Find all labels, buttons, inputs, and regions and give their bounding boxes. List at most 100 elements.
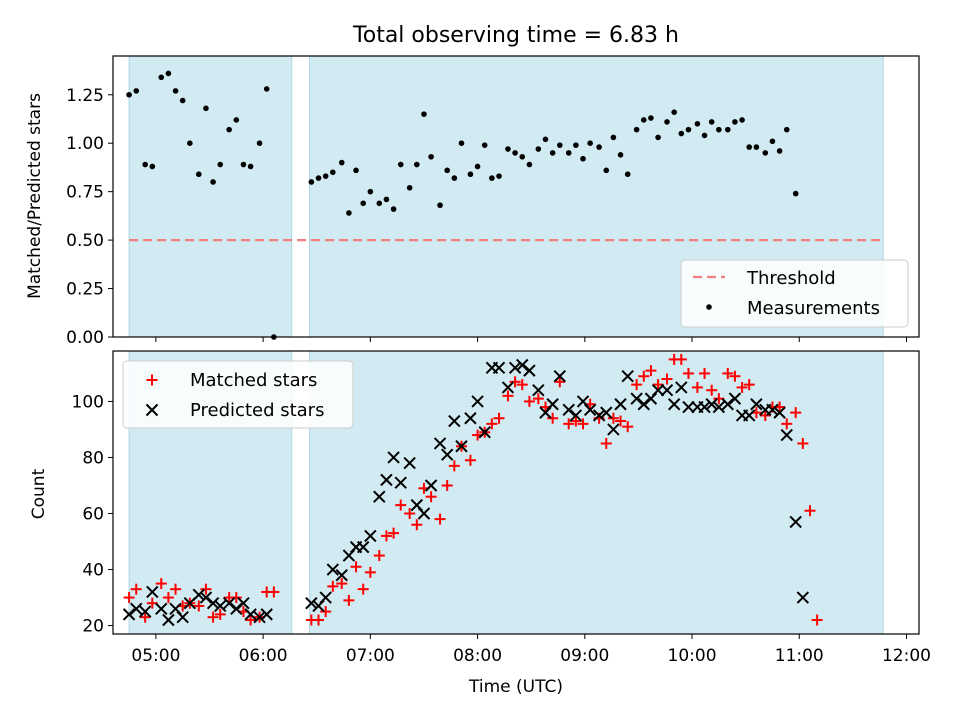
figure-title: Total observing time = 6.83 h <box>352 23 679 48</box>
matched-star-marker <box>357 583 369 595</box>
predicted-star-marker <box>260 608 273 621</box>
matched-star-marker <box>532 393 544 405</box>
top-observing-spans <box>128 55 884 338</box>
matched-star-marker <box>722 367 734 379</box>
matched-star-marker <box>607 412 619 424</box>
measurement-point <box>353 167 359 174</box>
predicted-star-marker <box>464 412 477 425</box>
observing-span-1 <box>128 55 293 338</box>
measurement-point <box>573 142 579 148</box>
predicted-star-marker <box>712 400 726 414</box>
matched-star-marker <box>729 370 741 382</box>
measurement-point <box>126 91 132 98</box>
measurement-point <box>263 86 270 92</box>
matched-star-marker <box>554 376 566 388</box>
measurement-point <box>776 148 783 154</box>
measurement-point <box>414 161 420 168</box>
measurement-point <box>165 70 172 77</box>
predicted-star-marker <box>492 361 506 375</box>
predicted-star-marker <box>455 440 468 453</box>
predicted-star-marker <box>138 605 152 618</box>
matched-star-marker <box>425 491 437 503</box>
y-tick-label: 0.25 <box>66 280 104 300</box>
predicted-star-stroke <box>199 591 213 604</box>
top-panel: 0.00 0.25 0.50 0.75 1.00 1.25 Matched/Predict… <box>25 55 920 348</box>
matched-star-marker <box>139 611 151 623</box>
predicted-star-stroke <box>478 426 491 439</box>
measurement-point <box>505 146 511 152</box>
top-ylabel: Matched/Predicted stars <box>25 93 45 299</box>
matched-star-marker <box>434 513 446 525</box>
matched-star-marker <box>404 508 416 520</box>
matched-star-marker <box>516 379 528 391</box>
predicted-star-stroke <box>705 398 718 411</box>
predicted-star-marker <box>743 409 756 422</box>
matched-star-marker <box>661 373 673 385</box>
matched-star-marker <box>230 592 242 604</box>
measurement-point <box>549 150 556 156</box>
matched-star-marker <box>811 614 823 626</box>
predicted-star-stroke <box>501 381 515 394</box>
measurement-point <box>603 167 610 174</box>
predicted-star-marker <box>387 451 400 464</box>
measurement-point <box>746 144 753 150</box>
matched-star-marker <box>615 415 627 427</box>
predicted-star-stroke <box>424 479 438 492</box>
measurement-point <box>247 163 254 170</box>
measurement-point <box>315 175 322 181</box>
predicted-star-marker <box>728 392 742 405</box>
measurement-point <box>308 179 315 185</box>
predicted-star-stroke <box>773 406 786 419</box>
predicted-star-marker <box>766 403 779 417</box>
predicted-star-stroke <box>335 568 348 582</box>
measurement-point <box>149 163 156 170</box>
measurement-point <box>158 74 165 81</box>
predicted-star-stroke <box>516 358 529 372</box>
predicted-star-stroke <box>440 448 454 461</box>
measurement-point <box>360 200 366 207</box>
predicted-star-stroke <box>138 605 152 618</box>
predicted-star-stroke <box>387 451 400 464</box>
predicted-star-marker <box>592 409 606 422</box>
predicted-star-marker <box>394 476 407 489</box>
matched-star-marker <box>388 527 400 539</box>
observing-span-2 <box>309 350 884 635</box>
matched-star-marker <box>523 395 535 407</box>
matched-star-marker <box>320 606 332 618</box>
bottom-panel: 20 40 60 80 100 05:00 06:00 07:00 08:00 09:00 10:0… <box>29 350 931 666</box>
bottom-legend: Matched stars Predicted stars <box>122 360 354 429</box>
predicted-star-marker <box>403 456 416 470</box>
predicted-star-marker <box>253 610 266 624</box>
predicted-star-stroke <box>448 414 461 428</box>
measurement-point <box>724 126 731 133</box>
measurement-point <box>226 126 232 133</box>
measurement-point <box>322 173 329 179</box>
measurement-point <box>512 150 518 156</box>
predicted-star-stroke <box>206 596 220 610</box>
y-tick-label: 0.00 <box>66 328 104 348</box>
measurement-point <box>187 140 193 147</box>
matched-star-marker <box>699 367 711 379</box>
matched-star-marker <box>364 566 376 578</box>
bottom-axes: 20 40 60 80 100 05:00 06:00 07:00 08:00 09:00 10:0… <box>72 350 931 666</box>
measurement-point <box>610 134 617 141</box>
predicted-star-marker <box>621 370 634 383</box>
predicted-star-marker <box>583 403 597 417</box>
predicted-star-stroke <box>743 409 756 422</box>
predicted-star-stroke <box>630 392 643 405</box>
predicted-star-marker <box>516 358 529 372</box>
predicted-star-marker <box>380 473 393 487</box>
y-tick-label: 80 <box>82 448 104 468</box>
matched-star-marker <box>600 437 612 449</box>
predicted-star-stroke <box>253 610 266 624</box>
measurement-point <box>685 126 692 133</box>
measurement-point <box>556 142 563 148</box>
measurement-point <box>437 202 443 209</box>
measurement-point <box>526 161 533 168</box>
matched-star-marker <box>395 499 407 511</box>
predicted-star-marker <box>780 428 793 442</box>
predicted-star-stroke <box>651 384 665 397</box>
predicted-star-marker <box>651 384 665 397</box>
predicted-star-stroke <box>356 540 370 554</box>
predicted-star-stroke <box>214 599 227 613</box>
